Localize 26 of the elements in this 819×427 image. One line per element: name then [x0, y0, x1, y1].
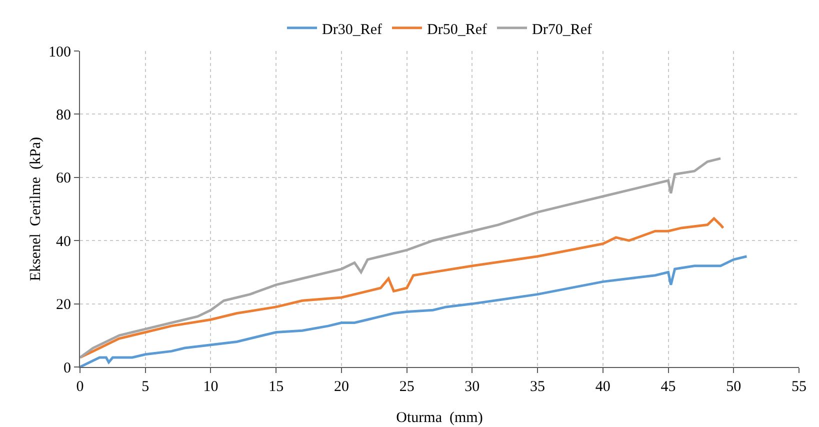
legend-label: Dr50_Ref [427, 22, 487, 38]
x-tick-label: 50 [726, 379, 742, 395]
legend-label: Dr70_Ref [532, 22, 592, 38]
y-tick-label: 0 [64, 360, 71, 376]
x-tick-label: 35 [530, 379, 546, 395]
x-tick-label: 0 [76, 379, 84, 395]
line-series [80, 255, 748, 367]
x-tick-label: 5 [142, 379, 150, 395]
x-tick-label: 20 [334, 379, 349, 395]
y-axis-title: Eksenel Gerilme (kPa) [28, 136, 44, 282]
x-axis-title: Oturma (mm) [396, 410, 483, 426]
y-tick-label: 20 [56, 297, 71, 314]
line-series [80, 217, 724, 359]
y-tick-label: 40 [56, 234, 71, 250]
line-series [80, 157, 722, 359]
y-tick-label: 80 [56, 107, 71, 124]
y-tick-label: 100 [48, 44, 71, 60]
x-tick-label: 45 [660, 379, 676, 395]
x-tick-label: 25 [399, 379, 414, 395]
y-tick-label: 60 [56, 170, 71, 187]
x-tick-label: 40 [595, 379, 610, 395]
x-tick-label: 55 [792, 379, 806, 395]
x-tick-label: 15 [268, 379, 284, 395]
legend-label: Dr30_Ref [322, 22, 382, 38]
x-tick-label: 30 [464, 379, 480, 395]
x-tick-label: 10 [203, 379, 218, 395]
